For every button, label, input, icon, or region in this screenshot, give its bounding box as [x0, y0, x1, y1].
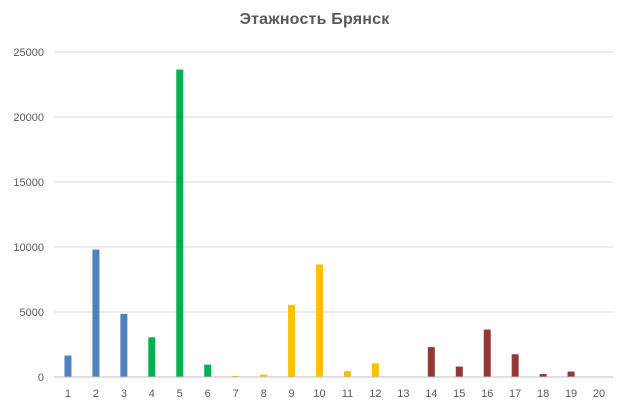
y-tick-label: 25000	[13, 47, 44, 59]
x-tick-label: 18	[537, 388, 549, 400]
x-tick-label: 5	[177, 388, 183, 400]
bar-3	[120, 313, 128, 377]
y-tick-label: 15000	[13, 177, 44, 189]
gridlines	[54, 51, 613, 313]
bar-6	[204, 364, 212, 377]
x-tick-label: 16	[481, 388, 493, 400]
x-tick-label: 13	[397, 388, 409, 400]
bar-16	[483, 329, 491, 377]
bar-11	[343, 371, 351, 377]
bar-15	[455, 366, 463, 377]
bar-18	[539, 374, 547, 377]
x-tick-label: 19	[565, 388, 577, 400]
bar-4	[148, 337, 156, 377]
y-tick-label: 5000	[20, 307, 44, 319]
x-tick-label: 3	[121, 388, 127, 400]
x-tick-label: 4	[149, 388, 155, 400]
x-tick-label: 8	[261, 388, 267, 400]
x-tick-label: 15	[453, 388, 465, 400]
bar-9	[288, 304, 296, 377]
y-tick-label: 10000	[13, 242, 44, 254]
x-tick-label: 10	[313, 388, 325, 400]
x-tick-label: 2	[93, 388, 99, 400]
x-tick-label: 1	[65, 388, 71, 400]
bar-12	[371, 363, 379, 377]
x-tick-label: 9	[289, 388, 295, 400]
bar-17	[511, 354, 519, 377]
x-tick-label: 20	[593, 388, 605, 400]
x-tick-label: 7	[233, 388, 239, 400]
x-tick-label: 11	[342, 388, 353, 400]
x-tick-label: 14	[425, 388, 437, 400]
bar-19	[567, 371, 575, 377]
x-tick-label: 17	[509, 388, 521, 400]
bar-10	[316, 264, 324, 377]
bar-8	[260, 374, 268, 377]
bar-14	[427, 347, 435, 377]
chart-title: Этажность Брянск	[239, 11, 390, 28]
bar-2	[92, 249, 100, 377]
y-tick-label: 20000	[13, 112, 44, 124]
bar-5	[176, 69, 184, 378]
bars	[64, 69, 575, 378]
bar-7	[232, 375, 240, 377]
x-tick-label: 6	[205, 388, 211, 400]
y-tick-label: 0	[38, 372, 44, 384]
x-tick-label: 12	[369, 388, 381, 400]
bar-1	[64, 355, 72, 377]
